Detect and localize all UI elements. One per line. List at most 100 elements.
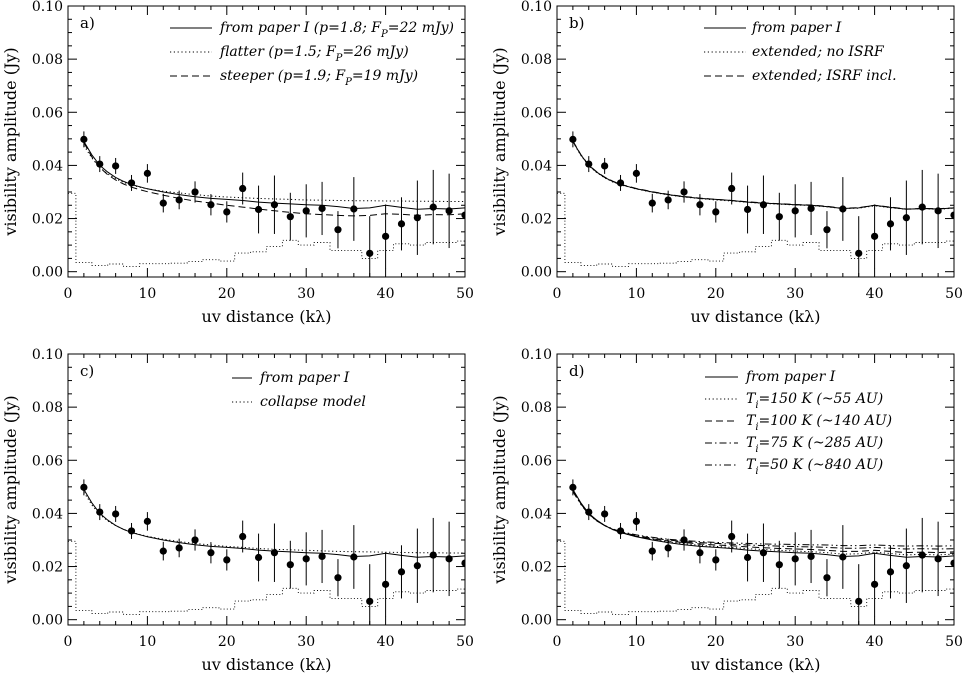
data-point [382, 580, 390, 588]
data-point [350, 553, 358, 561]
data-point [461, 211, 465, 219]
data-point [334, 574, 342, 582]
panel-a: 0 10 20 30 40 50 0.00 0.02 0.04 0.06 0.08 0.10 uv di… [1, 0, 474, 326]
data-point [902, 562, 910, 570]
y-tick-label: 0.00 [32, 613, 63, 629]
panel-label: d) [569, 362, 584, 380]
data-point [429, 203, 437, 211]
panel-b: 0 10 20 30 40 50 0.00 0.02 0.04 0.06 0.08 0.10 uv di… [490, 0, 963, 326]
data-point [350, 205, 358, 213]
x-tick-label: 0 [553, 286, 562, 302]
model-line-dotted [572, 141, 954, 210]
data-point [429, 551, 437, 559]
y-tick-label: 0.10 [521, 0, 552, 15]
data-point [445, 207, 453, 215]
data-point [616, 527, 625, 535]
data-point [807, 552, 815, 561]
data-point [712, 208, 720, 216]
data-point [664, 544, 672, 552]
data-point [696, 201, 704, 209]
data-point [461, 559, 465, 567]
panel-label: a) [80, 14, 95, 32]
data-point [223, 556, 231, 564]
y-tick-label: 0.00 [521, 613, 552, 629]
data-point [302, 207, 310, 215]
x-tick-label: 10 [627, 634, 645, 650]
x-tick-label: 10 [627, 286, 645, 302]
x-tick-label: 10 [138, 634, 156, 650]
y-tick-label: 0.08 [32, 400, 63, 416]
x-axis-label: uv distance (kλ) [201, 655, 331, 674]
data-point [839, 205, 847, 213]
data-point [445, 555, 453, 563]
plot-frame [67, 353, 466, 626]
data-point [569, 135, 577, 143]
noise-level-line [557, 540, 954, 615]
data-point [80, 135, 88, 143]
data-point [950, 211, 954, 219]
plot-area [557, 479, 954, 625]
data-point [318, 204, 326, 213]
data-point [239, 532, 247, 541]
data-point [413, 214, 421, 222]
legend-text: flatter (p=1.5; FP=26 mJy) [219, 44, 409, 64]
x-axis-label: uv distance (kλ) [690, 307, 820, 326]
legend-text: from paper I [751, 20, 842, 36]
y-tick-label: 0.10 [32, 0, 63, 15]
y-tick-label: 0.08 [521, 400, 552, 416]
data-point [207, 201, 215, 209]
plot-frame [556, 353, 955, 626]
data-point [743, 205, 752, 214]
data-point [601, 510, 609, 518]
data-point [382, 232, 390, 240]
data-point [855, 597, 863, 605]
data-point [616, 179, 625, 187]
x-tick-label: 40 [866, 634, 884, 650]
data-point [632, 517, 641, 525]
y-axis-label: visibility amplitude (Jy) [1, 47, 20, 236]
y-tick-label: 0.06 [32, 105, 63, 121]
data-point [96, 508, 104, 516]
data-point [871, 580, 879, 588]
data-point [585, 160, 593, 168]
y-tick-label: 0.10 [32, 347, 63, 363]
data-point [127, 179, 136, 187]
data-point [191, 188, 199, 196]
plot-area [557, 131, 954, 277]
x-tick-label: 40 [377, 634, 395, 650]
data-point [648, 199, 656, 207]
legend-text: extended; ISRF incl. [752, 68, 897, 84]
x-tick-label: 30 [297, 634, 315, 650]
x-tick-label: 0 [64, 634, 73, 650]
data-point [112, 510, 120, 518]
data-point [696, 549, 704, 557]
data-point [759, 201, 768, 209]
y-axis-label: visibility amplitude (Jy) [490, 395, 509, 584]
data-point [728, 184, 736, 193]
x-tick-label: 0 [64, 286, 73, 302]
plot-frame [556, 5, 955, 278]
data-point [270, 549, 279, 557]
data-point [791, 207, 799, 215]
x-tick-label: 50 [945, 286, 963, 302]
y-tick-label: 0.10 [521, 347, 552, 363]
data-point [175, 544, 183, 552]
data-point [775, 213, 783, 221]
data-point [855, 249, 863, 257]
data-point [207, 549, 215, 557]
x-tick-label: 20 [707, 634, 725, 650]
data-point [143, 169, 151, 177]
x-tick-label: 40 [866, 286, 884, 302]
data-point [680, 536, 688, 544]
legend-text: from paper I [259, 370, 350, 386]
y-tick-label: 0.06 [32, 453, 63, 469]
x-tick-label: 40 [377, 286, 395, 302]
data-point [823, 226, 831, 234]
legend-text: Ti=150 K (~55 AU) [746, 391, 883, 411]
y-tick-label: 0.06 [521, 453, 552, 469]
x-tick-label: 50 [456, 286, 474, 302]
panel-d: 0 10 20 30 40 50 0.00 0.02 0.04 0.06 0.08 0.10 uv di… [490, 347, 963, 674]
data-point [775, 561, 783, 569]
data-point [823, 574, 831, 582]
